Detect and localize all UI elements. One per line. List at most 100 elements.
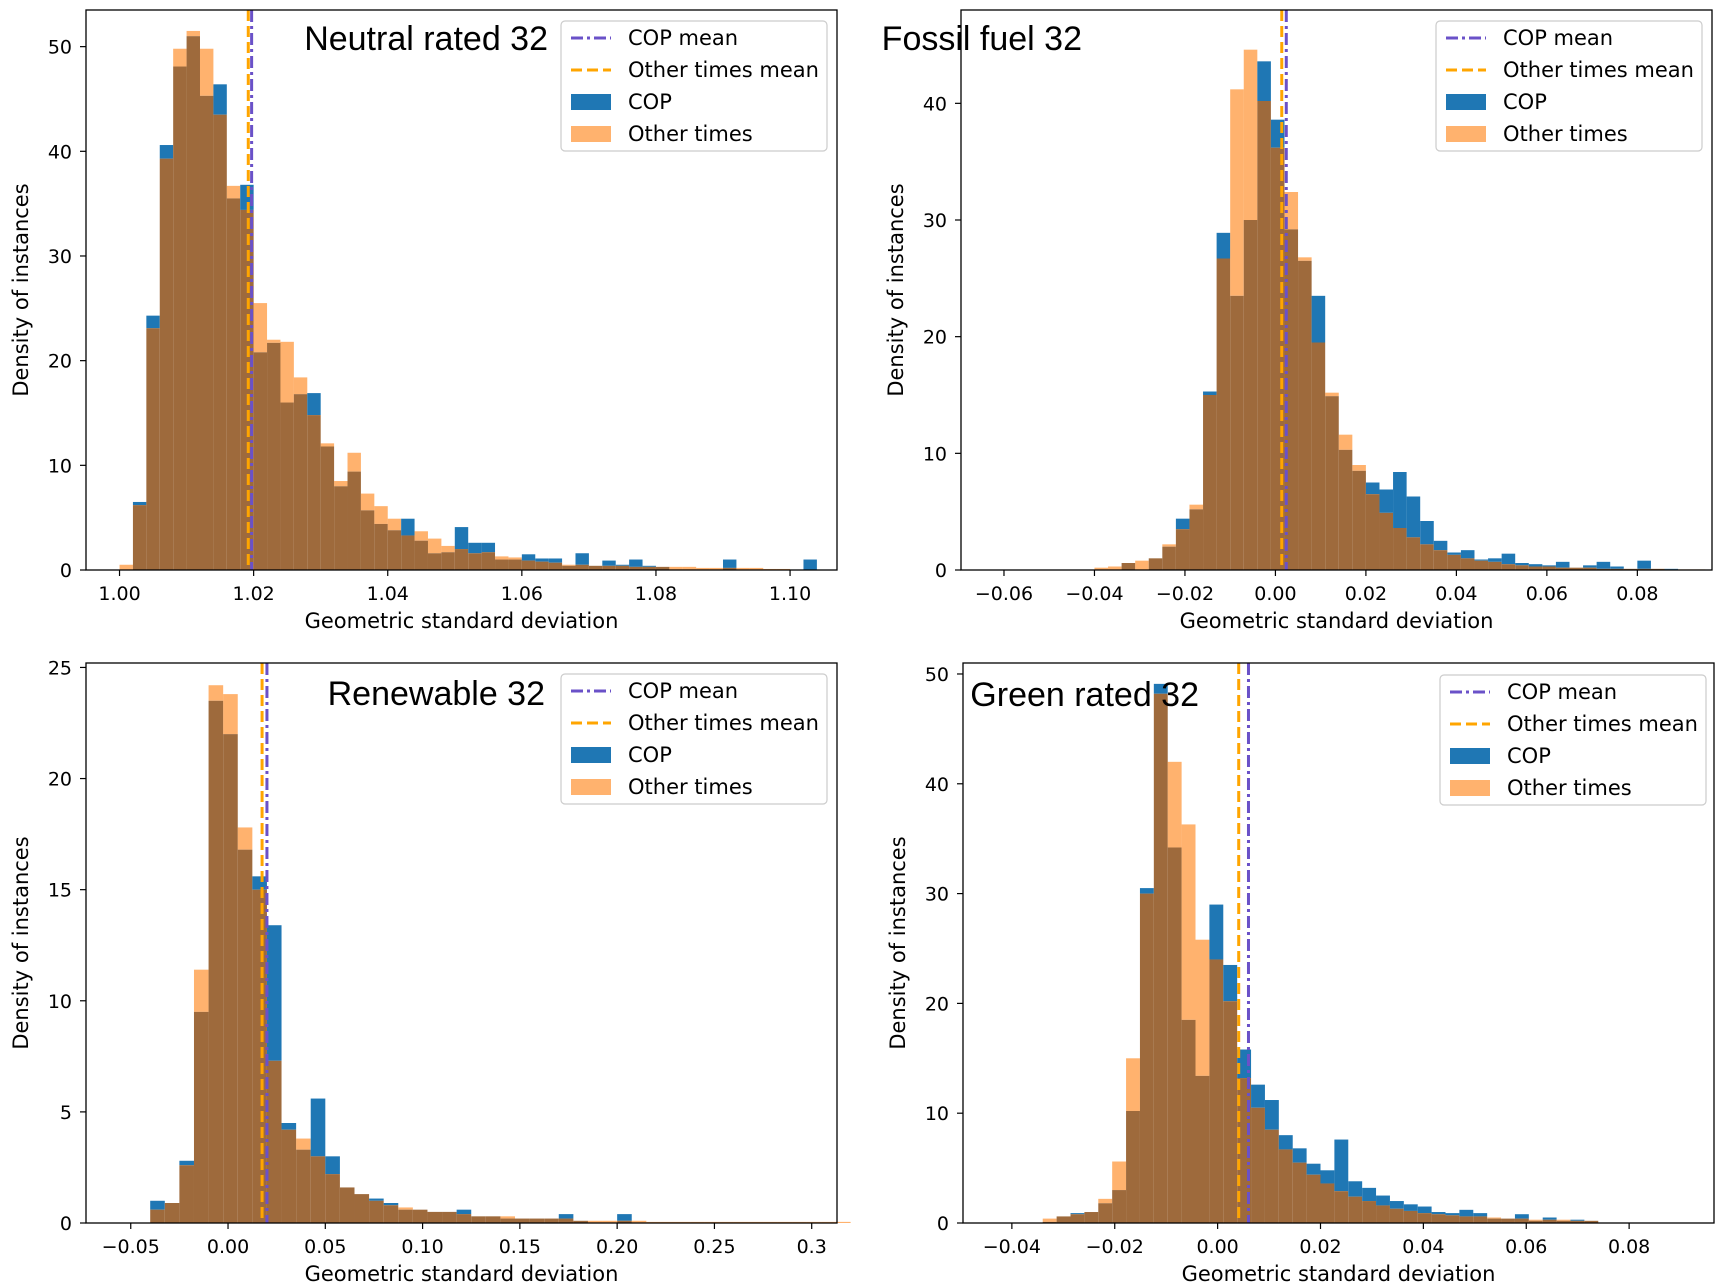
overlap-bar [468,553,482,570]
y-tick-label: 15 [48,880,72,902]
overlap-bar [617,1220,632,1223]
overlap-bar [1334,1191,1349,1223]
overlap-bar [1515,565,1529,570]
legend-entry-label: Other times [1507,776,1632,800]
legend-box [560,673,828,805]
overlap-bar [642,566,656,570]
other-times-bar [186,30,200,37]
overlap-bar [1257,101,1271,570]
x-tick-label: 1.06 [501,583,543,605]
overlap-bar [1445,1215,1460,1223]
overlap-bar [1431,1214,1446,1223]
cop-bar [1320,1170,1335,1184]
overlap-bar [1433,550,1448,570]
x-axis-label: Geometric standard deviation [1182,1262,1496,1286]
overlap-bar [1084,1212,1099,1223]
cop-bar [146,315,160,329]
other-times-bar [1528,1219,1543,1221]
legend-entry-label: COP [628,743,672,767]
cop-bar [1433,540,1448,551]
legend-entry-label: COP mean [628,26,738,50]
cop-bar [1393,472,1407,528]
legend-cop-swatch [1450,748,1490,764]
legend-cop-swatch [1446,94,1486,110]
overlap-bar [387,530,402,570]
x-tick-label: 1.10 [769,583,811,605]
cop-bar [1431,1212,1446,1215]
x-tick-label: −0.04 [1065,583,1123,605]
y-tick-label: 40 [925,774,949,796]
x-tick-label: 0.15 [499,1236,541,1258]
overlap-bar [1189,509,1204,570]
overlap-bar [1556,1220,1571,1223]
other-times-bar [696,567,710,570]
overlap-bar [1417,1213,1432,1223]
other-times-bar [1167,761,1182,848]
overlap-bar [1584,1220,1599,1223]
other-times-bar [267,339,281,343]
legend: COP mean Other times mean COP Other times [1435,20,1703,152]
overlap-bar [1379,512,1394,570]
other-times-bar [360,493,375,511]
overlap-bar [1056,1216,1071,1223]
overlap-bar [508,559,522,570]
cop-bar [383,1203,399,1206]
cop-bar [1501,553,1516,565]
other-times-bar [334,481,348,487]
overlap-bar [1243,220,1258,570]
overlap-bar [307,415,321,570]
overlap-bar [1473,1216,1488,1223]
cop-bar [1610,566,1624,569]
cop-bar [1555,561,1570,568]
overlap-bar [173,66,187,570]
cop-bar [1542,565,1556,567]
x-tick-label: 0.04 [1402,1236,1444,1258]
y-tick-label: 20 [923,327,947,349]
legend-entry-label: COP mean [628,679,738,703]
overlap-bar [186,36,200,571]
cop-bar [468,542,482,554]
axes-frame [960,9,1713,571]
cop-bar [1488,558,1502,562]
overlap-bar [1352,470,1366,570]
cop-bar [1637,560,1651,569]
overlap-bar [320,446,335,570]
overlap-bar [655,566,670,570]
overlap-bar [1362,1201,1377,1223]
overlap-bar [266,1060,282,1223]
overlap-bar [164,1203,180,1223]
other-times-bar [1098,1198,1113,1204]
overlap-bar [558,1218,574,1223]
x-tick-label: 0.06 [1505,1236,1547,1258]
x-axis-label: Geometric standard deviation [305,609,619,633]
cop-bar [1515,563,1529,566]
cop-bar [369,1198,384,1201]
legend-entry-label: COP mean [1507,680,1617,704]
cop-bar [558,1214,574,1219]
cop-bar [310,1098,326,1157]
other-times-bar [631,1220,647,1223]
y-tick-label: 20 [48,769,72,791]
overlap-bar [339,1187,355,1223]
cop-bar [132,501,147,506]
overlap-bar [354,1194,370,1223]
cop-bar [602,560,616,566]
x-tick-label: 0.08 [1608,1236,1650,1258]
other-times-bar [1135,560,1149,570]
overlap-bar [1501,564,1516,570]
overlap-bar [1278,1149,1293,1223]
overlap-bar [427,1211,443,1223]
other-times-bar [1230,89,1244,296]
other-times-bar [1108,566,1122,570]
x-tick-label: 1.02 [232,583,274,605]
y-tick-label: 50 [925,664,949,686]
cop-bar [401,518,415,536]
x-tick-label: 0.00 [207,1236,249,1258]
cop-bar [159,145,174,159]
cop-bar [548,558,563,563]
other-times-bar [749,567,764,570]
other-times-bar [1298,257,1312,261]
overlap-bar [1203,395,1217,570]
overlap-bar [1393,528,1407,570]
cop-bar [1417,1206,1432,1214]
